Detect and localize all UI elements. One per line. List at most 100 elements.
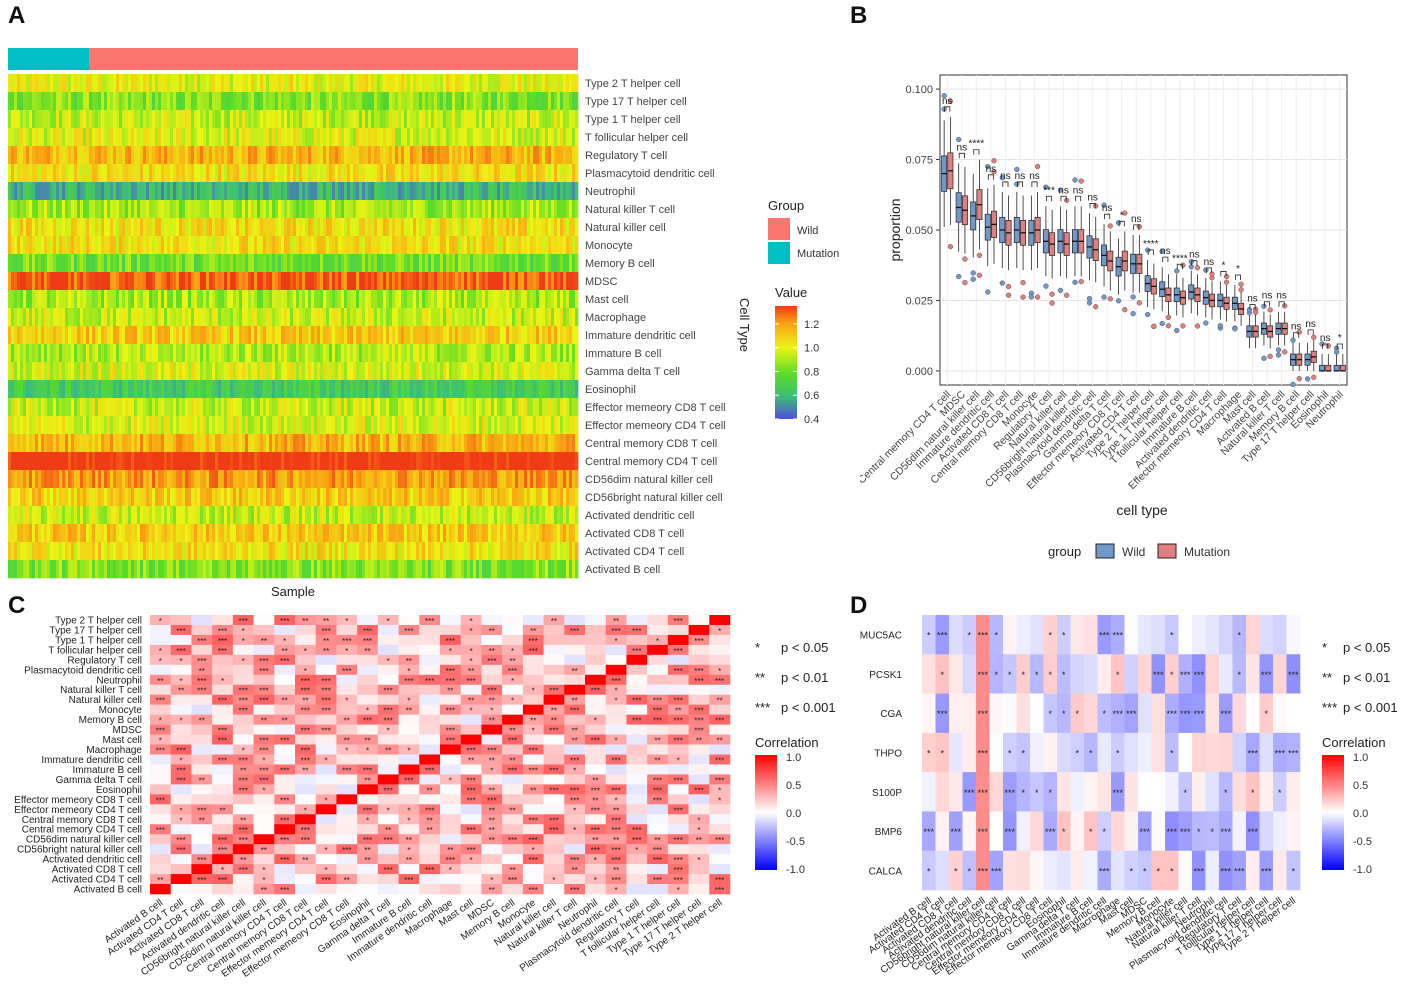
corr-row: ***************************	[150, 744, 731, 756]
corr-row: * * *** * *** *** * ** * *** **	[150, 654, 731, 666]
sig-legend-label: p < 0.01	[781, 670, 828, 685]
row-label: Type 2 T helper cell	[55, 615, 142, 626]
heatmap-row-label: CD56bright natural killer cell	[585, 492, 723, 504]
significance-label: ns	[1015, 171, 1026, 182]
heatmap-row-label: Type 17 T helper cell	[585, 96, 687, 108]
significance-label: ns	[1247, 294, 1258, 305]
heatmap-row-label: Immature B cell	[585, 348, 661, 360]
box-pair	[1144, 247, 1157, 330]
box-pair	[970, 149, 983, 282]
row-label: Effector memeory CD8 T cell	[14, 795, 142, 806]
significance-label: ns	[1029, 171, 1040, 182]
panel-label-b: B	[850, 2, 868, 29]
significance-label: ns	[1160, 246, 1171, 257]
box-mutation	[1339, 364, 1346, 372]
corr-row: *****************************	[150, 634, 731, 646]
heatmap-row	[8, 218, 579, 237]
heatmap-row-label: Gamma delta T cell	[585, 366, 680, 378]
row-label: Neutrophil	[96, 675, 142, 686]
corr-row: ***************************	[150, 664, 731, 676]
corr-legend-tick: -1.0	[786, 864, 805, 876]
heatmap-row-label: Type 2 T helper cell	[585, 78, 681, 90]
sig-mark: *	[1322, 640, 1327, 655]
corr-row: *********************************	[150, 764, 731, 775]
box-pair	[1173, 262, 1186, 334]
panel-label-a: A	[8, 2, 26, 29]
box-pair	[984, 158, 997, 295]
heatmap-row	[8, 164, 579, 183]
box-pair	[1260, 301, 1274, 361]
row-label: Immature B cell	[73, 765, 142, 776]
y-tick-label: 0.025	[905, 295, 933, 307]
box-pair	[1217, 271, 1230, 331]
sig-legend-label: p < 0.05	[781, 640, 828, 655]
heatmap-row	[8, 326, 579, 345]
corr-legend-tick: -1.0	[1353, 864, 1372, 876]
significance-label: ****	[1172, 253, 1188, 264]
box-pair	[1101, 202, 1114, 302]
significance-label: ns	[1204, 257, 1215, 268]
row-label: CGA	[880, 709, 902, 720]
value-legend-tick: 0.4	[804, 414, 819, 426]
y-tick-label: 0.100	[905, 84, 933, 96]
corr-row: ************************	[150, 615, 731, 626]
corr-legend-tick: 1.0	[1353, 752, 1368, 764]
heatmap-row-label: Memory B cell	[585, 258, 655, 270]
significance-label: *	[1120, 210, 1124, 221]
row-label: MUC5AC	[860, 631, 902, 642]
legend-swatch-mutation	[1157, 543, 1177, 559]
heatmap-row-label: Neutrophil	[585, 186, 635, 198]
panel-d-correlation-heatmap: * *** * *** * * * *** *** * *MUC5AC* *** * * * * * * * *** *…	[860, 615, 1398, 978]
row-label: Immature dendritic cell	[41, 755, 142, 766]
corr-legend-title: Correlation	[755, 735, 819, 750]
corr-row: *** *** * *** *** *** ** * *** *	[150, 794, 731, 805]
corr-row: *****************************	[922, 850, 1301, 891]
box-pair	[1072, 177, 1085, 285]
corr-row: ***********************************	[922, 811, 1301, 852]
corr-row: ****************************	[150, 804, 731, 815]
heatmap-row	[8, 254, 579, 273]
box-pair	[1130, 223, 1143, 317]
row-label: T follicular helper cell	[48, 645, 142, 656]
heatmap-row-label: Effector memeory CD4 T cell	[585, 420, 726, 432]
heatmap-row	[8, 452, 579, 471]
row-label: Memory B cell	[79, 715, 142, 726]
row-label: Activated CD4 T cell	[52, 875, 142, 886]
row-label: Monocyte	[99, 705, 143, 716]
legend-label-mutation: Mutation	[1184, 545, 1230, 559]
box-wild	[1333, 364, 1340, 372]
heatmap-row-label: Natural killer cell	[585, 222, 666, 234]
legend-swatch-wild	[768, 218, 790, 240]
sig-mark: ***	[1322, 700, 1337, 715]
box-pair	[1013, 166, 1027, 300]
significance-label: ns	[986, 164, 997, 175]
box-pair	[1115, 210, 1128, 313]
y-axis-title: proportion	[887, 198, 903, 261]
significance-label: ns	[1305, 319, 1316, 330]
box-pair	[1188, 258, 1201, 329]
legend-label-wild: Wild	[797, 225, 818, 237]
row-label: CD56bright natural killer cell	[17, 845, 142, 856]
corr-row: ***********************************	[150, 854, 731, 865]
box-wild	[1319, 364, 1326, 372]
significance-label: *	[1338, 333, 1342, 344]
heatmap-row	[8, 92, 579, 111]
heatmap-row-label: Activated dendritic cell	[585, 510, 694, 522]
x-axis-title: cell type	[1116, 502, 1168, 518]
row-label: Eosinophil	[96, 785, 142, 796]
value-legend-title: Value	[775, 285, 807, 300]
box-pair	[1246, 304, 1259, 349]
significance-label: ns	[1131, 214, 1142, 225]
legend-label-wild: Wild	[1122, 545, 1145, 559]
corr-row: *****************************	[150, 644, 731, 656]
significance-label: ns	[1276, 291, 1287, 302]
row-label: BMP6	[875, 827, 903, 838]
heatmap-row-label: Plasmacytoid dendritic cell	[585, 168, 715, 180]
sig-legend-label: p < 0.001	[781, 700, 836, 715]
row-label: Gamma delta T cell	[56, 775, 142, 786]
legend-title: group	[1048, 544, 1081, 559]
heatmap-row	[8, 398, 579, 417]
heatmap-row	[8, 200, 579, 219]
box-pair	[1290, 329, 1303, 388]
